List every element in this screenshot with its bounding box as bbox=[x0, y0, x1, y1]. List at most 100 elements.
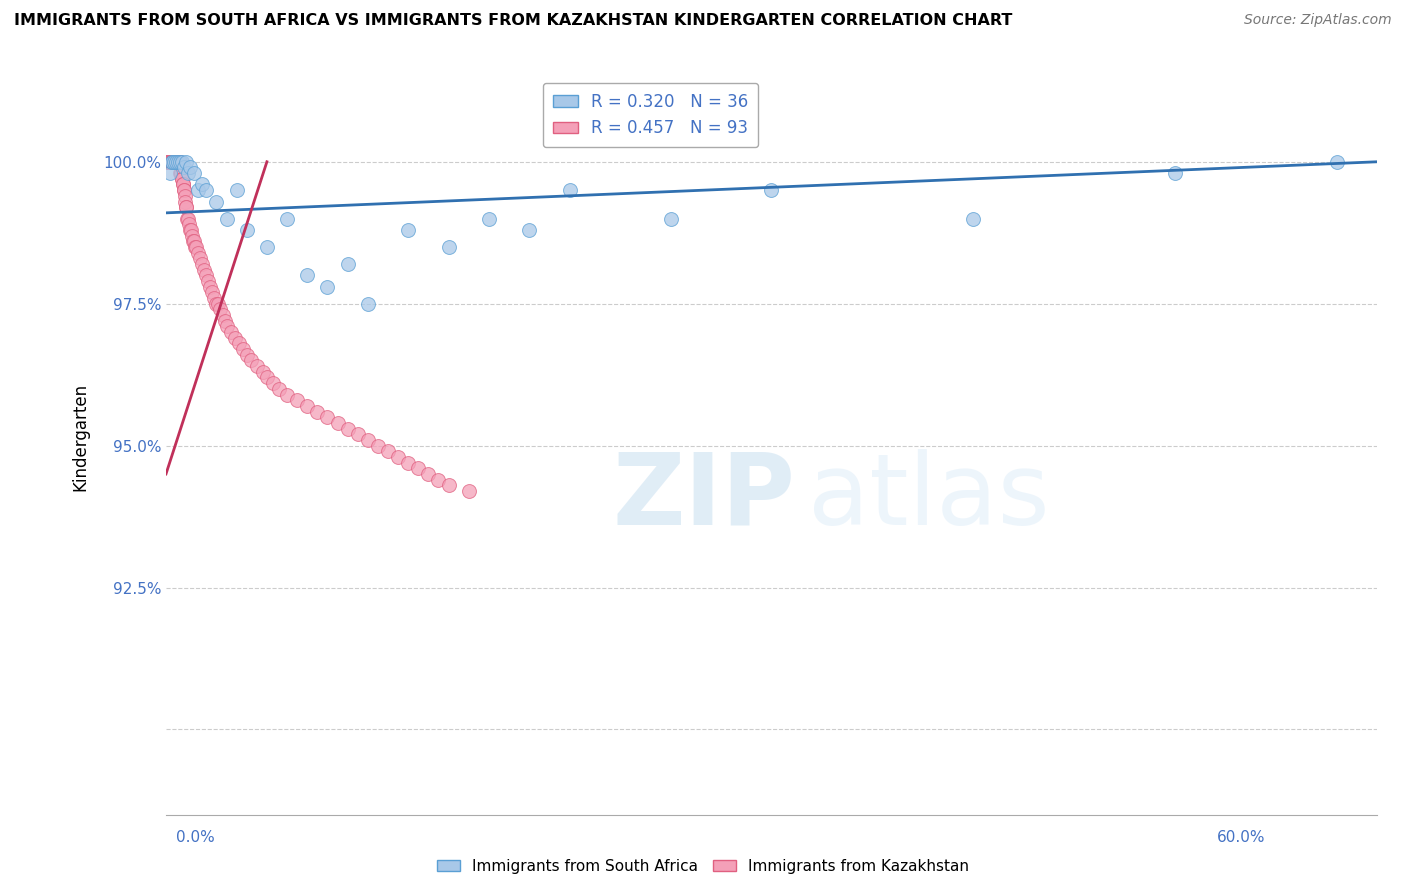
Point bbox=[172, 178, 194, 192]
Legend: R = 0.320   N = 36, R = 0.457   N = 93: R = 0.320 N = 36, R = 0.457 N = 93 bbox=[543, 83, 758, 147]
Point bbox=[156, 154, 179, 169]
Point bbox=[225, 183, 247, 197]
Point bbox=[215, 319, 238, 334]
Point bbox=[188, 252, 211, 266]
Point bbox=[357, 296, 380, 310]
Point bbox=[169, 154, 191, 169]
Point bbox=[156, 154, 179, 169]
Point bbox=[200, 279, 222, 293]
Point bbox=[457, 483, 479, 498]
Point bbox=[176, 211, 198, 226]
Point bbox=[181, 228, 204, 243]
Point bbox=[163, 154, 186, 169]
Y-axis label: Kindergarten: Kindergarten bbox=[72, 383, 89, 491]
Point bbox=[316, 279, 339, 293]
Point bbox=[170, 166, 193, 180]
Point bbox=[159, 154, 181, 169]
Point bbox=[172, 154, 194, 169]
Point bbox=[160, 154, 183, 169]
Text: 60.0%: 60.0% bbox=[1218, 830, 1265, 845]
Point bbox=[162, 154, 184, 169]
Point bbox=[1164, 166, 1187, 180]
Point bbox=[214, 314, 236, 328]
Point bbox=[235, 223, 257, 237]
Text: 0.0%: 0.0% bbox=[176, 830, 215, 845]
Point bbox=[187, 245, 209, 260]
Point bbox=[165, 154, 187, 169]
Point bbox=[162, 154, 184, 169]
Point bbox=[437, 478, 460, 492]
Point bbox=[169, 166, 191, 180]
Point bbox=[659, 211, 682, 226]
Point bbox=[177, 211, 200, 226]
Text: ZIP: ZIP bbox=[613, 449, 796, 546]
Point bbox=[205, 296, 228, 310]
Legend: Immigrants from South Africa, Immigrants from Kazakhstan: Immigrants from South Africa, Immigrants… bbox=[430, 853, 976, 880]
Point bbox=[195, 183, 218, 197]
Point bbox=[267, 382, 290, 396]
Point bbox=[219, 325, 242, 339]
Point bbox=[377, 444, 399, 458]
Point bbox=[418, 467, 440, 481]
Point bbox=[181, 234, 204, 248]
Point bbox=[246, 359, 269, 373]
Point bbox=[478, 211, 501, 226]
Point bbox=[297, 268, 319, 283]
Point bbox=[517, 223, 540, 237]
Point bbox=[165, 154, 187, 169]
Point bbox=[197, 274, 219, 288]
Point bbox=[252, 365, 274, 379]
Point bbox=[173, 183, 195, 197]
Point bbox=[174, 200, 197, 214]
Text: atlas: atlas bbox=[808, 449, 1049, 546]
Point bbox=[262, 376, 284, 391]
Point bbox=[387, 450, 409, 464]
Point bbox=[174, 194, 197, 209]
Point bbox=[165, 154, 187, 169]
Point bbox=[160, 154, 183, 169]
Point bbox=[205, 194, 228, 209]
Point bbox=[193, 262, 215, 277]
Point bbox=[160, 154, 183, 169]
Point bbox=[163, 154, 186, 169]
Point bbox=[256, 370, 278, 384]
Point bbox=[167, 154, 190, 169]
Point bbox=[165, 154, 187, 169]
Point bbox=[157, 154, 180, 169]
Point bbox=[297, 399, 319, 413]
Point bbox=[316, 410, 339, 425]
Point bbox=[160, 154, 183, 169]
Point bbox=[163, 154, 186, 169]
Point bbox=[209, 302, 232, 317]
Point bbox=[187, 183, 209, 197]
Point bbox=[191, 257, 214, 271]
Point bbox=[179, 223, 201, 237]
Point bbox=[204, 291, 226, 305]
Point bbox=[169, 154, 191, 169]
Point bbox=[336, 257, 359, 271]
Point bbox=[558, 183, 581, 197]
Point bbox=[191, 178, 214, 192]
Point bbox=[235, 348, 257, 362]
Text: IMMIGRANTS FROM SOUTH AFRICA VS IMMIGRANTS FROM KAZAKHSTAN KINDERGARTEN CORRELAT: IMMIGRANTS FROM SOUTH AFRICA VS IMMIGRAN… bbox=[14, 13, 1012, 29]
Point bbox=[228, 336, 250, 351]
Point bbox=[166, 154, 188, 169]
Point bbox=[167, 154, 190, 169]
Point bbox=[367, 439, 389, 453]
Point bbox=[357, 433, 380, 447]
Point bbox=[761, 183, 783, 197]
Point bbox=[406, 461, 429, 475]
Point bbox=[166, 154, 188, 169]
Point bbox=[174, 200, 197, 214]
Point bbox=[224, 331, 246, 345]
Point bbox=[437, 240, 460, 254]
Point bbox=[183, 166, 205, 180]
Point bbox=[285, 393, 308, 408]
Point bbox=[174, 154, 197, 169]
Point bbox=[184, 240, 207, 254]
Point bbox=[183, 234, 205, 248]
Point bbox=[186, 240, 208, 254]
Point bbox=[169, 166, 191, 180]
Point bbox=[179, 161, 201, 175]
Text: Source: ZipAtlas.com: Source: ZipAtlas.com bbox=[1244, 13, 1392, 28]
